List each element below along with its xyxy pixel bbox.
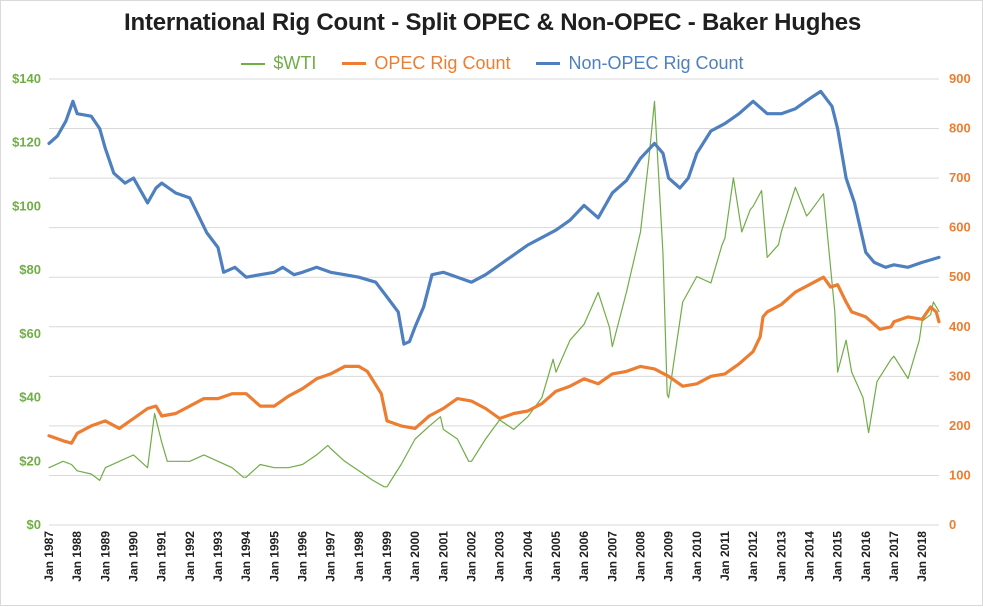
legend-swatch-wti [241,62,266,65]
legend-label-opec: OPEC Rig Count [374,53,511,73]
x-tick-label: Jan 1998 [352,531,366,582]
series-line-opec-rig-count [47,275,941,445]
y-left-tick-label: $80 [19,262,41,277]
x-tick-label: Jan 2001 [436,531,450,582]
legend-label-wti: $WTI [273,53,317,73]
x-tick-label: Jan 2011 [718,531,732,581]
legend-swatch-opec [342,62,367,65]
x-tick-label: Jan 2015 [831,531,845,582]
x-tick-label: Jan 2004 [521,531,535,582]
y-right-tick-label: 500 [949,269,971,284]
x-tick-label: Jan 2009 [662,531,676,582]
x-tick-label: Jan 2007 [605,531,619,582]
y-right-tick-label: 300 [949,368,971,383]
x-tick-label: Jan 2006 [577,531,591,582]
x-tick-label: Jan 2005 [549,531,563,582]
y-right-tick-label: 200 [949,418,971,433]
y-right-tick-label: 800 [949,121,971,136]
x-tick-label: Jan 1993 [211,531,225,582]
x-tick-label: Jan 1997 [324,531,338,582]
y-right-tick-label: 700 [949,170,971,185]
chart-legend: $WTI OPEC Rig Count Non-OPEC Rig Count [1,53,983,74]
x-tick-label: Jan 2014 [802,531,816,582]
x-tick-label: Jan 2002 [464,531,478,582]
y-right-tick-label: 600 [949,220,971,235]
y-left-tick-label: $100 [12,198,41,213]
legend-item-wti: $WTI [241,53,316,74]
y-left-tick-label: $120 [12,135,41,150]
series-line-non-opec-rig-count [47,89,941,346]
x-tick-label: Jan 1991 [155,531,169,582]
x-tick-label: Jan 1989 [98,531,112,582]
y-right-tick-label: 100 [949,467,971,482]
y-left-tick-label: $20 [19,453,41,468]
x-tick-label: Jan 1988 [70,531,84,582]
legend-swatch-non-opec [536,62,561,65]
x-tick-label: Jan 1996 [295,531,309,582]
y-left-tick-label: $40 [19,390,41,405]
x-tick-label: Jan 2000 [408,531,422,582]
x-tick-label: Jan 2017 [887,531,901,582]
x-tick-label: Jan 2018 [915,531,929,582]
x-tick-label: Jan 2016 [859,531,873,582]
x-tick-label: Jan 1987 [42,531,56,582]
y-left-tick-label: $60 [19,326,41,341]
y-right-tick-label: 400 [949,319,971,334]
x-tick-label: Jan 1995 [267,531,281,582]
x-tick-label: Jan 2012 [746,531,760,582]
x-tick-label: Jan 2003 [493,531,507,582]
x-tick-label: Jan 1990 [126,531,140,582]
x-tick-label: Jan 2010 [690,531,704,582]
x-tick-label: Jan 2013 [774,531,788,582]
y-right-tick-label: 0 [949,517,956,532]
legend-item-opec: OPEC Rig Count [342,53,510,74]
x-tick-label: Jan 1992 [183,531,197,582]
x-tick-label: Jan 1999 [380,531,394,582]
y-right-tick-label: 900 [949,71,971,86]
series-line-wti [48,100,940,488]
chart-title: International Rig Count - Split OPEC & N… [124,9,861,36]
legend-label-non-opec: Non-OPEC Rig Count [568,53,744,73]
y-left-tick-label: $0 [27,517,41,532]
legend-item-non-opec: Non-OPEC Rig Count [536,53,744,74]
y-left-tick-label: $140 [12,71,41,86]
x-tick-label: Jan 1994 [239,531,253,582]
x-tick-label: Jan 2008 [633,531,647,582]
